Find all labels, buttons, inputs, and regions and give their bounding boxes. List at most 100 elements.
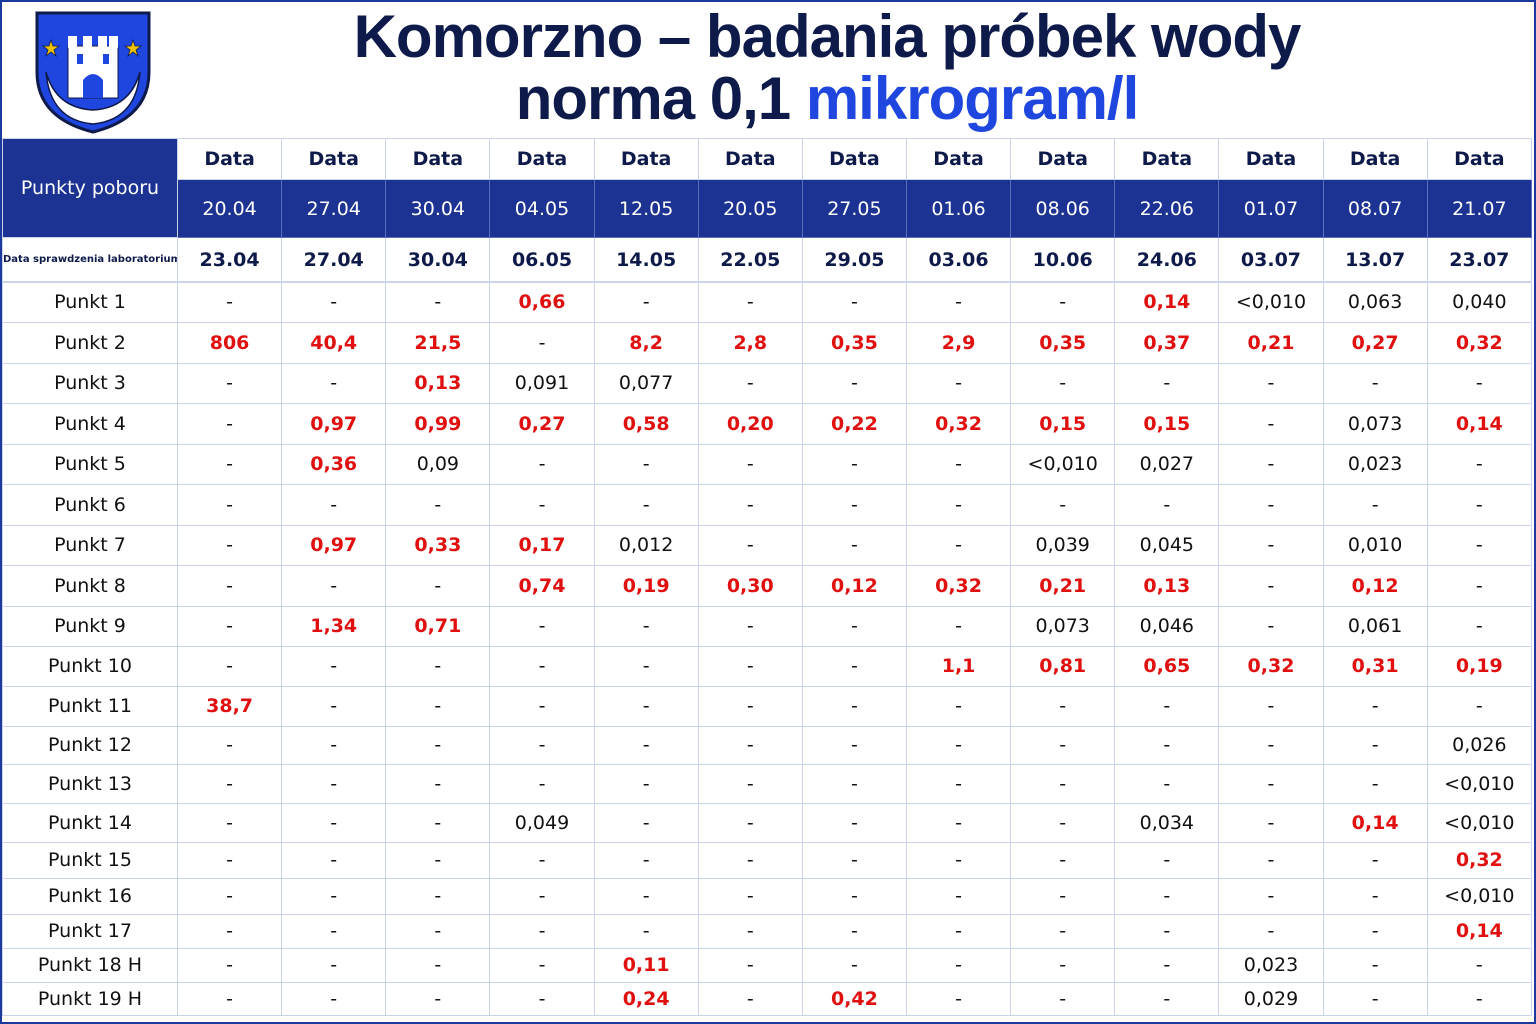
table-cell: - xyxy=(489,763,595,804)
table-cell: 0,22 xyxy=(801,402,907,445)
table-cell: 0,010 xyxy=(1322,524,1428,566)
sample-date-cell: 08.07 xyxy=(1322,179,1428,238)
table-cell: 0,12 xyxy=(801,564,907,607)
table-row: Punkt 7-0,97 0,33 0,17 0,012- - -0,039 0,045-0… xyxy=(2,524,1533,566)
table-cell: 0,65 xyxy=(1114,645,1220,687)
table-cell: - xyxy=(1114,877,1220,915)
table-cell: - xyxy=(489,725,595,765)
table-cell: 0,19 xyxy=(1426,645,1533,687)
table-cell: - xyxy=(905,524,1012,566)
table-cell: - xyxy=(697,685,803,727)
sample-date-cell: 22.06 xyxy=(1114,179,1220,238)
table-cell: - xyxy=(905,763,1012,804)
table-cell: - xyxy=(1426,524,1533,566)
table-cell: - xyxy=(176,725,283,765)
table-cell: - xyxy=(176,524,283,566)
table-row: Punkt 1- - -0,66- - - - -0,14 <0,010 0,063 0,040 xyxy=(2,281,1533,323)
table-cell: - xyxy=(1322,362,1428,404)
table-cell: - xyxy=(1010,483,1116,526)
table-row: Punkt 11 38,7- - - - - - - - - - - - xyxy=(2,685,1533,727)
table-cell: 806 xyxy=(176,321,283,364)
table-cell: - xyxy=(385,981,491,1016)
table-cell: - xyxy=(905,981,1012,1016)
table-cell: - xyxy=(489,841,595,879)
table-cell: 0,15 xyxy=(1114,402,1220,445)
table-cell: - xyxy=(1114,913,1220,949)
results-table: Punkty poboru Data Data Data Data Data Data Da… xyxy=(2,138,1533,1016)
table-cell: - xyxy=(1010,281,1116,323)
table-cell: 0,061 xyxy=(1322,605,1428,647)
title-line-1: Komorzno – badania próbek wody xyxy=(353,3,1302,70)
table-cell: - xyxy=(697,725,803,765)
table-cell: - xyxy=(281,685,387,727)
table-cell: - xyxy=(905,877,1012,915)
sample-date-cell: 20.04 xyxy=(176,179,283,238)
table-cell: 8,2 xyxy=(593,321,699,364)
row-label: Punkt 19 H xyxy=(2,981,178,1016)
table-cell: - xyxy=(801,605,907,647)
table-cell: - xyxy=(176,402,283,445)
table-cell: - xyxy=(905,443,1012,485)
table-cell: - xyxy=(697,281,803,323)
table-cell: - xyxy=(1218,725,1324,765)
table-cell: 0,14 xyxy=(1426,913,1533,949)
table-cell: - xyxy=(1010,981,1116,1016)
table-cell: - xyxy=(801,947,907,983)
table-cell: - xyxy=(1322,841,1428,879)
lab-date-cell: 24.06 xyxy=(1114,237,1220,283)
table-cell: 0,42 xyxy=(801,981,907,1016)
table-cell: - xyxy=(385,281,491,323)
table-cell: - xyxy=(1114,685,1220,727)
table-cell: 0,32 xyxy=(1426,841,1533,879)
lab-date-cell: 30.04 xyxy=(385,237,491,283)
table-cell: <0,010 xyxy=(1426,802,1533,843)
table-cell: - xyxy=(176,281,283,323)
date-header-label: Data xyxy=(593,138,699,180)
table-cell: 0,20 xyxy=(697,402,803,445)
row-label: Punkt 14 xyxy=(2,802,178,843)
table-cell: 0,15 xyxy=(1010,402,1116,445)
table-cell: - xyxy=(1010,947,1116,983)
table-row: Punkt 4-0,97 0,99 0,27 0,58 0,20 0,22 0,32 0,15… xyxy=(2,402,1533,445)
table-cell: 1,34 xyxy=(281,605,387,647)
table-cell: 0,74 xyxy=(489,564,595,607)
table-cell: - xyxy=(801,483,907,526)
coat-of-arms-logo xyxy=(35,11,151,134)
table-cell: 0,36 xyxy=(281,443,387,485)
table-cell: 0,023 xyxy=(1322,443,1428,485)
table-cell: 0,33 xyxy=(385,524,491,566)
table-cell: - xyxy=(905,483,1012,526)
table-cell: - xyxy=(905,913,1012,949)
table-cell: - xyxy=(593,763,699,804)
table-cell: 40,4 xyxy=(281,321,387,364)
table-cell: - xyxy=(905,947,1012,983)
table-cell: - xyxy=(385,564,491,607)
row-label: Punkt 18 H xyxy=(2,947,178,983)
lab-date-cell: 22.05 xyxy=(697,237,803,283)
table-cell: - xyxy=(593,483,699,526)
table-cell: - xyxy=(697,802,803,843)
table-cell: - xyxy=(489,321,595,364)
table-cell: 0,09 xyxy=(385,443,491,485)
table-cell: - xyxy=(593,685,699,727)
table-cell: - xyxy=(801,725,907,765)
table-row: Punkt 5-0,36 0,09- - - - - <0,010 0,027-0,023- xyxy=(2,443,1533,485)
table-row: Punkt 13- - - - - - - - - - - - <0,010 xyxy=(2,763,1533,804)
table-cell: - xyxy=(1426,443,1533,485)
table-cell: 0,97 xyxy=(281,524,387,566)
lab-date-cell: 03.06 xyxy=(905,237,1012,283)
table-cell: 0,045 xyxy=(1114,524,1220,566)
date-header-label: Data xyxy=(697,138,803,180)
sample-date-cell: 12.05 xyxy=(593,179,699,238)
table-cell: - xyxy=(801,841,907,879)
table-cell: - xyxy=(1114,483,1220,526)
table-cell: - xyxy=(281,281,387,323)
row-label: Punkt 1 xyxy=(2,281,178,323)
row-label: Punkt 10 xyxy=(2,645,178,687)
date-header-label: Data xyxy=(801,138,907,180)
table-cell: 0,58 xyxy=(593,402,699,445)
table-row: Punkt 19 H - - - -0,24-0,42- - -0,029- - xyxy=(2,981,1533,1016)
row-label: Punkt 8 xyxy=(2,564,178,607)
table-cell: 2,8 xyxy=(697,321,803,364)
